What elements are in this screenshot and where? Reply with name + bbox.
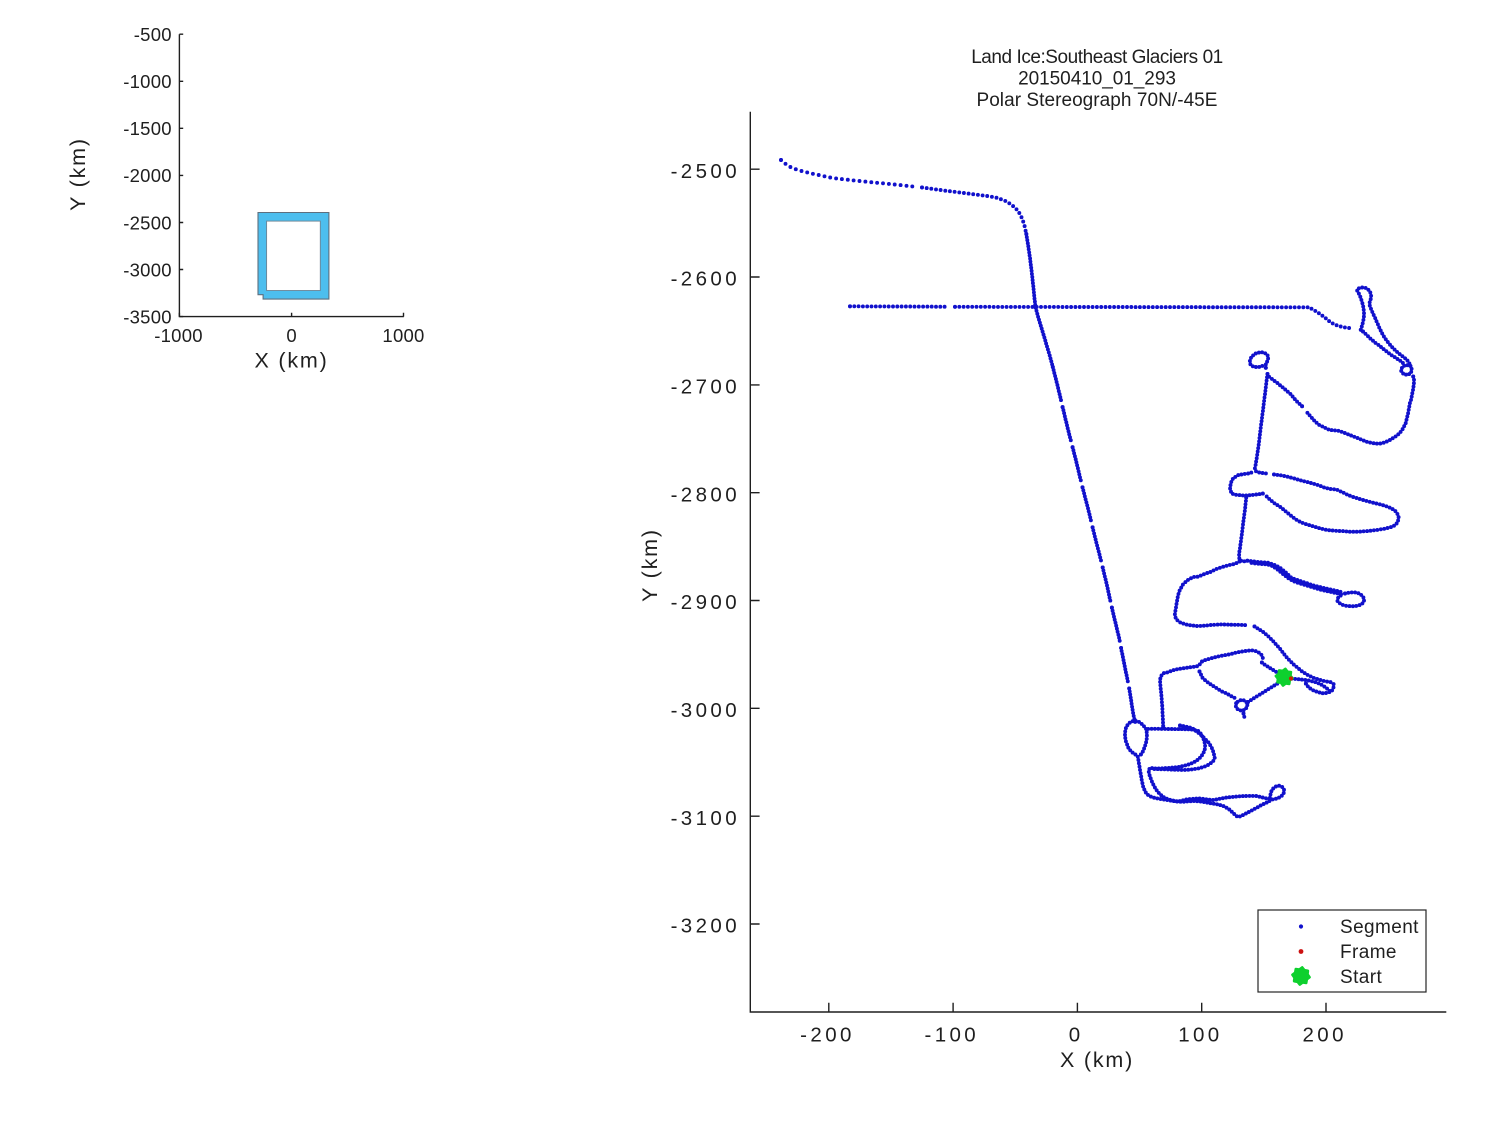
svg-text:Frame: Frame (1340, 942, 1397, 963)
svg-text:-3000: -3000 (671, 699, 740, 722)
svg-text:-3100: -3100 (671, 807, 740, 830)
svg-text:0: 0 (286, 325, 297, 346)
svg-text:-1000: -1000 (123, 71, 172, 92)
svg-text:-2700: -2700 (671, 376, 740, 399)
svg-text:-2000: -2000 (123, 165, 172, 186)
svg-text:-3200: -3200 (671, 915, 740, 938)
svg-text:-2500: -2500 (671, 160, 740, 183)
svg-text:-500: -500 (134, 24, 172, 45)
svg-text:200: 200 (1302, 1023, 1346, 1046)
svg-text:Y (km): Y (km) (66, 137, 90, 211)
svg-text:X (km): X (km) (254, 349, 328, 373)
svg-text:20150410_01_293: 20150410_01_293 (1018, 69, 1176, 90)
svg-text:-2600: -2600 (671, 268, 740, 291)
svg-text:Y (km): Y (km) (638, 528, 662, 602)
svg-text:Land Ice:Southeast Glaciers 01: Land Ice:Southeast Glaciers 01 (971, 47, 1223, 68)
svg-text:X (km): X (km) (1060, 1048, 1134, 1072)
svg-text:Start: Start (1340, 967, 1382, 988)
svg-text:-2800: -2800 (671, 483, 740, 506)
svg-text:100: 100 (1178, 1023, 1222, 1046)
svg-text:Segment: Segment (1340, 917, 1419, 938)
svg-text:-2900: -2900 (671, 591, 740, 614)
svg-text:Polar Stereograph 70N/-45E: Polar Stereograph 70N/-45E (976, 90, 1217, 111)
svg-text:-100: -100 (924, 1023, 979, 1046)
svg-text:-3500: -3500 (123, 306, 172, 327)
svg-text:-2500: -2500 (123, 212, 172, 233)
svg-text:0: 0 (1069, 1023, 1084, 1046)
svg-text:-1500: -1500 (123, 118, 172, 139)
svg-text:-1000: -1000 (154, 325, 203, 346)
svg-text:1000: 1000 (382, 325, 424, 346)
svg-text:-3000: -3000 (123, 259, 172, 280)
svg-text:-200: -200 (800, 1023, 855, 1046)
